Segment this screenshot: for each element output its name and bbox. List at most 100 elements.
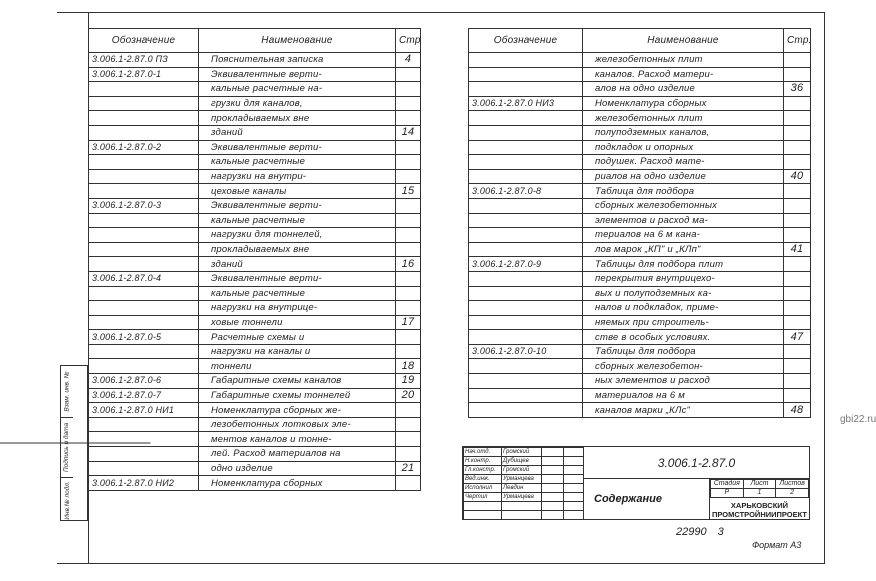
signature-row <box>463 510 584 520</box>
table-row: элементов и расход ма- <box>468 212 811 229</box>
name-cell: прокладываемых вне <box>198 241 396 258</box>
designation-cell <box>468 358 583 375</box>
page-cell <box>395 66 421 83</box>
page-cell <box>783 314 811 331</box>
name-cell: прокладываемых вне <box>198 110 396 126</box>
name-cell: териалов на 6 м кана- <box>582 227 784 243</box>
name-cell: налов и подкладок, приме- <box>582 300 784 316</box>
table-row: 3.006.1-2.87.0 НИ1 Номенклатура сборных ж… <box>88 402 421 418</box>
name-cell: Номенклатура сборных же- <box>198 402 396 418</box>
header-designation: Обозначение <box>468 28 583 53</box>
name-cell: Эквивалентные верти- <box>198 66 396 83</box>
table-row: ных элементов и расход <box>468 373 811 389</box>
signature-cell <box>541 447 564 457</box>
title-block: Нач.отд. Громский Н.контр. Дубищев Гл.констр… <box>462 446 810 520</box>
stamp-divider <box>0 442 151 444</box>
designation-cell <box>468 139 583 156</box>
name-cell: няемых при строитель- <box>582 314 784 331</box>
table-row: цеховые каналы 15 <box>88 183 421 199</box>
sheets-value: 2 <box>775 488 809 498</box>
name-cell: тоннели <box>198 358 396 375</box>
table-row: 3.006.1-2.87.0-6 Габаритные схемы каналов… <box>88 373 421 389</box>
name-cell: ментов каналов и тонне- <box>198 431 396 448</box>
format-label: Формат А3 <box>752 540 802 550</box>
designation-cell <box>88 256 199 272</box>
designation-cell <box>88 314 199 331</box>
name-cell: подушек. Расход мате- <box>582 154 784 170</box>
designation-cell <box>88 183 199 199</box>
page-cell <box>783 183 811 199</box>
designation-cell: 3.006.1-2.87.0 НИ2 <box>88 475 199 491</box>
designation-cell <box>88 285 199 302</box>
name-cell: кальные расчетные на- <box>198 81 396 97</box>
designation-cell <box>88 81 199 97</box>
header-page: Стр. <box>395 28 421 53</box>
signatory-name-cell: Громский <box>501 465 542 475</box>
side-stamp: Взам. инв. № Подпись и дата Инв.№ подл. <box>0 365 151 521</box>
designation-cell <box>88 431 199 448</box>
name-cell: сборных железобетонных <box>582 197 784 214</box>
name-cell: Таблицы для подбора плит <box>582 256 784 272</box>
stage-label: Стадия <box>710 479 744 489</box>
page-cell <box>395 329 421 345</box>
name-cell: каналов. Расход матери- <box>582 66 784 83</box>
table-row: вых и полуподземных ка- <box>468 285 811 302</box>
page-cell <box>395 475 421 491</box>
signature-cell <box>541 483 564 493</box>
table-row: кальные расчетные <box>88 285 421 302</box>
role-cell: Чертил <box>463 492 502 502</box>
designation-cell <box>468 168 583 185</box>
signature-cell <box>541 510 564 520</box>
table-row: 3.006.1-2.87.0-3 Эквивалентные верти- <box>88 197 421 214</box>
name-cell: Расчетные схемы и <box>198 329 396 345</box>
date-cell <box>501 501 542 511</box>
name-cell: лей. Расход материалов на <box>198 446 396 462</box>
designation-cell: 3.006.1-2.87.0-7 <box>88 387 199 404</box>
page-cell <box>395 431 421 448</box>
designation-cell <box>468 387 583 404</box>
stage-block: Стадия Лист Листов Р 1 2 ХАРЬКОВСКИЙ ПРО… <box>709 479 809 519</box>
name-cell: нагрузки для тоннелей, <box>198 227 396 243</box>
page-cell <box>395 446 421 462</box>
table-row: стве в особых условиях. 47 <box>468 329 811 345</box>
name-cell: нагрузки на внутри- <box>198 168 396 185</box>
page-cell <box>395 95 421 112</box>
page-cell <box>783 227 811 243</box>
designation-cell <box>88 446 199 462</box>
page-cell: 14 <box>395 124 421 141</box>
table-row: зданий 16 <box>88 256 421 272</box>
date-cell <box>563 456 584 466</box>
table-row: няемых при строитель- <box>468 314 811 331</box>
page-cell <box>783 285 811 302</box>
page-cell <box>395 81 421 97</box>
table-row: материалов на 6 м <box>468 387 811 404</box>
signatory-name-cell: Левдин <box>501 483 542 493</box>
name-cell: нагрузки на каналы и <box>198 343 396 360</box>
page-cell: 20 <box>395 387 421 404</box>
date-cell <box>463 510 502 520</box>
table-row: 3.006.1-2.87.0-7 Габаритные схемы тоннеле… <box>88 387 421 404</box>
designation-cell <box>468 81 583 97</box>
name-cell: Габаритные схемы тоннелей <box>198 387 396 404</box>
page-cell: 47 <box>783 329 811 345</box>
designation-cell: 3.006.1-2.87.0-3 <box>88 197 199 214</box>
designation-cell <box>88 110 199 126</box>
table-row: нагрузки для тоннелей, <box>88 227 421 243</box>
name-cell: железобетонных плит <box>582 110 784 126</box>
signatory-name-cell: Громский <box>501 447 542 457</box>
page-cell <box>783 270 811 287</box>
table-row: тоннели 18 <box>88 358 421 375</box>
name-cell: Эквивалентные верти- <box>198 139 396 156</box>
date-cell <box>563 492 584 502</box>
table-row: териалов на 6 м кана- <box>468 227 811 243</box>
role-cell: Н.контр. <box>463 456 502 466</box>
page-cell <box>783 256 811 272</box>
page-cell <box>783 373 811 389</box>
page-cell: 48 <box>783 402 811 418</box>
page-cell: 19 <box>395 373 421 389</box>
signatory-name-cell: Урманцева <box>501 474 542 484</box>
page-cell <box>783 139 811 156</box>
table-row: нагрузки на каналы и <box>88 343 421 360</box>
signatures-grid: Нач.отд. Громский Н.контр. Дубищев Гл.констр… <box>463 447 584 520</box>
designation-cell <box>468 329 583 345</box>
